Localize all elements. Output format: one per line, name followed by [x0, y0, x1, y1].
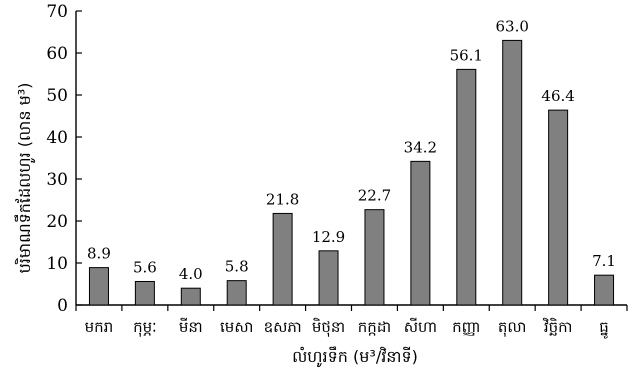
- category-label: មេសា: [220, 318, 253, 336]
- y-tick-label: 60: [46, 44, 68, 64]
- y-tick-label: 10: [46, 254, 68, 274]
- y-tick-label: 20: [46, 212, 68, 232]
- data-label: 7.1: [592, 252, 616, 270]
- data-label: 5.6: [133, 258, 157, 276]
- category-label: តុលា: [498, 318, 527, 337]
- bar: [456, 68, 477, 306]
- bar: [594, 274, 615, 306]
- category-labels: មករា កុម្ភៈ មីនា មេសា ឧសភា មិថុនា កក្កដា សីហា កញ…: [85, 317, 609, 339]
- category-label: មករា: [85, 318, 114, 336]
- bar: [318, 250, 339, 306]
- y-axis-title: បរិមាណទឹកដែលហូរ (លាន ម³): [14, 83, 36, 274]
- y-tick-label: 70: [46, 2, 68, 22]
- bar: [134, 280, 155, 306]
- bar: [548, 109, 569, 306]
- category-label: ឧសភា: [264, 318, 302, 336]
- y-tick-label: 40: [46, 128, 68, 148]
- bar: [88, 267, 109, 306]
- x-axis: [75, 304, 628, 311]
- data-label: 12.9: [312, 228, 345, 246]
- y-axis: 0 10 20 30 40 50 60 70: [46, 2, 82, 316]
- category-label: ធ្នូ: [599, 318, 609, 339]
- category-label: កញ្ញា: [452, 318, 480, 336]
- category-label: មិថុនា: [312, 317, 345, 337]
- bar: [410, 160, 431, 306]
- data-label: 5.8: [225, 258, 249, 276]
- data-label: 34.2: [404, 138, 437, 156]
- y-tick-label: 30: [46, 170, 68, 190]
- data-label: 63.0: [496, 17, 529, 35]
- bar-series: [88, 39, 615, 306]
- bar: [226, 280, 247, 306]
- x-axis-title: លំហូរទឹក (ម³/វិនាទី): [292, 346, 418, 368]
- category-label: កក្កដា: [358, 318, 391, 336]
- data-label: 21.8: [266, 190, 299, 208]
- data-label: 56.1: [450, 46, 483, 64]
- data-label: 4.0: [179, 265, 203, 283]
- data-label: 46.4: [541, 87, 574, 105]
- bar: [364, 209, 385, 306]
- data-labels: 8.9 5.6 4.0 5.8 21.8 12.9 22.7 34.2 56.1 63.0 46.4…: [87, 17, 616, 283]
- y-tick-label: 0: [57, 296, 68, 316]
- data-label: 8.9: [87, 245, 111, 263]
- bar: [180, 287, 201, 306]
- category-label: សីហា: [404, 317, 437, 336]
- bar: [272, 212, 293, 306]
- bar: [502, 39, 523, 306]
- category-label: កុម្ភៈ: [133, 318, 157, 337]
- data-label: 22.7: [358, 187, 391, 205]
- category-label: មីនា: [179, 317, 203, 336]
- y-tick-label: 50: [46, 86, 68, 106]
- category-label: វិច្ឆិកា: [543, 317, 573, 336]
